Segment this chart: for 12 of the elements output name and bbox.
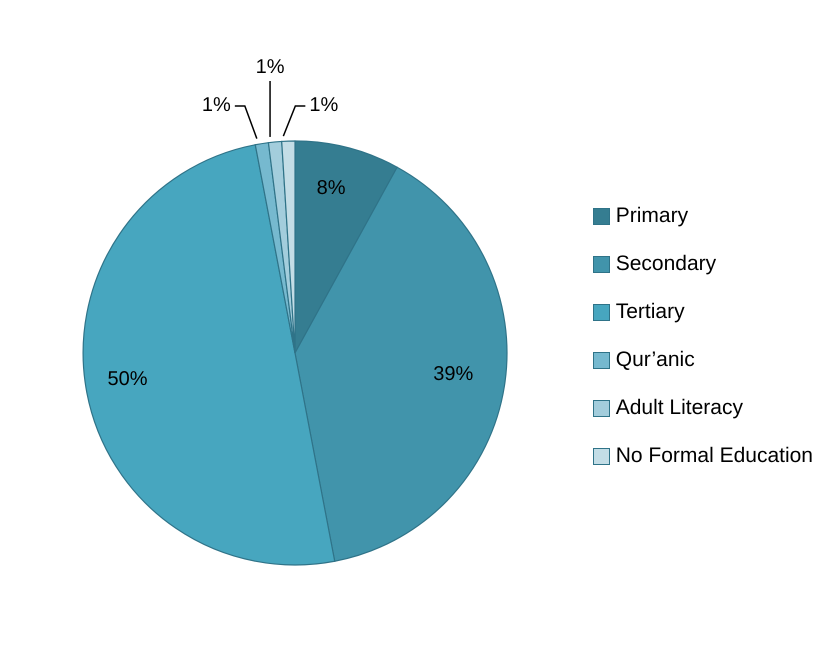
legend-label: Secondary xyxy=(616,251,716,277)
data-label: 39% xyxy=(433,362,474,385)
data-label: 1% xyxy=(202,94,232,116)
data-label: 50% xyxy=(108,368,148,390)
legend-label: Primary xyxy=(616,203,688,229)
legend-label: No Formal Education xyxy=(616,443,813,469)
legend-label: Qur’anic xyxy=(616,347,695,373)
data-label: 1% xyxy=(256,56,285,78)
data-label: 8% xyxy=(316,176,346,199)
legend-label: Adult Literacy xyxy=(616,395,743,421)
legend-label: Tertiary xyxy=(616,299,685,325)
data-label: 1% xyxy=(309,94,338,116)
